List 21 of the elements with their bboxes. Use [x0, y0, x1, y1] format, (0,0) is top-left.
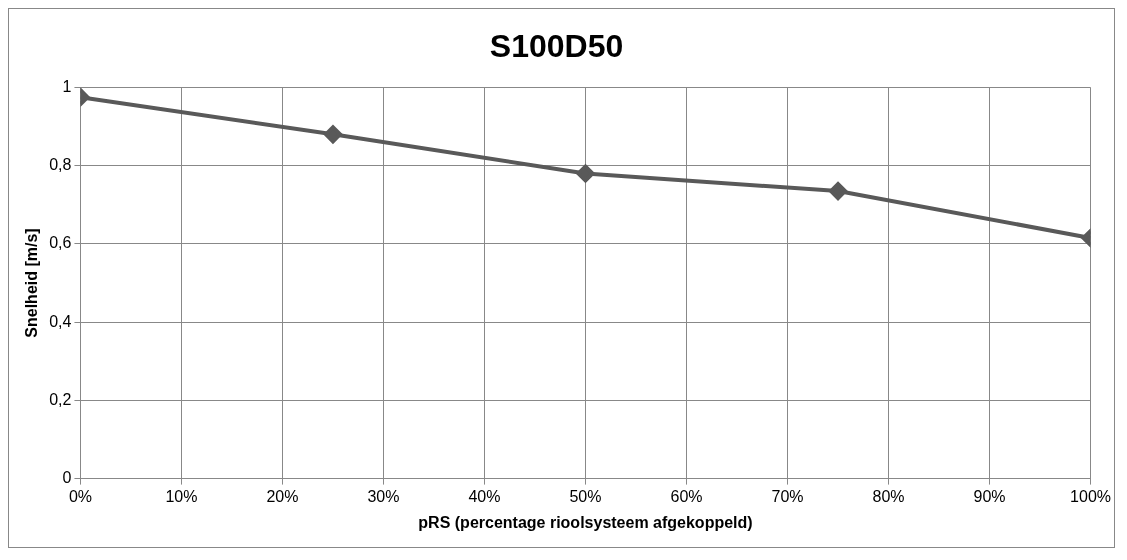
y-tick-label: 1: [62, 77, 72, 95]
y-tick-label: 0,8: [49, 156, 72, 174]
y-tick-label: 0,2: [49, 390, 72, 408]
x-tick-label: 20%: [266, 487, 299, 505]
x-tick-label: 70%: [771, 487, 804, 505]
x-tick-label: 80%: [872, 487, 905, 505]
x-tick-label: 90%: [973, 487, 1006, 505]
y-tick-label: 0,4: [49, 312, 72, 330]
x-tick-label: 100%: [1070, 487, 1111, 505]
x-tick-label: 40%: [468, 487, 501, 505]
x-tick-label: 30%: [367, 487, 400, 505]
x-tick-label: 60%: [670, 487, 703, 505]
chart-title: S100D50: [489, 28, 624, 65]
x-axis-title: pRS (percentage rioolsysteem afgekoppeld): [418, 513, 753, 531]
y-axis-title: Snelheid [m/s]: [23, 228, 41, 338]
x-tick-label: 10%: [165, 487, 198, 505]
point: [576, 164, 595, 183]
y-tick-label: 0: [62, 469, 72, 487]
x-tick-label: 50%: [569, 487, 602, 505]
y-tick-label: 0,6: [49, 234, 72, 252]
x-tick-label: 0%: [68, 487, 92, 505]
